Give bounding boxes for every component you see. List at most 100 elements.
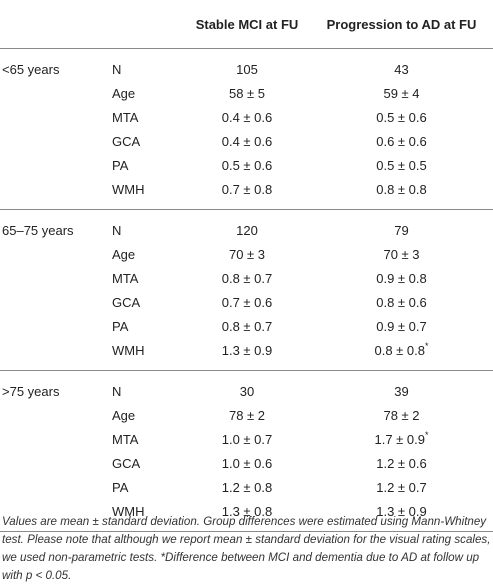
stable-mci-value: 120: [236, 222, 258, 238]
variable-label: WMH: [112, 499, 184, 532]
age-group-label: 65–75 years: [2, 222, 74, 238]
age-group-cell: [0, 403, 112, 427]
progression-ad-value: 43: [394, 61, 409, 77]
header-variable: [112, 0, 184, 49]
table-row: Age 78 ± 2 78 ± 2: [0, 403, 493, 427]
stable-mci-value: 70 ± 3: [228, 246, 266, 262]
table-row: MTA 0.8 ± 0.7 0.9 ± 0.8: [0, 266, 493, 290]
variable-label: GCA: [112, 455, 141, 471]
table-row: WMH 1.3 ± 0.8 1.3 ± 0.9: [0, 499, 493, 532]
progression-ad-cell: 1.2 ± 0.6: [310, 451, 493, 475]
stable-mci-value: 1.0 ± 0.7: [221, 431, 273, 447]
progression-ad-cell: 0.8 ± 0.8: [310, 177, 493, 210]
table-footnote: Values are mean ± standard deviation. Gr…: [2, 515, 491, 582]
variable-label: Age: [112, 85, 136, 101]
age-group-cell: [0, 427, 112, 451]
table-row: <65 years N 105 43: [0, 49, 493, 82]
table-row: Age 58 ± 5 59 ± 4: [0, 81, 493, 105]
stable-mci-value: 0.7 ± 0.8: [184, 177, 310, 210]
progression-ad-cell: 78 ± 2: [310, 403, 493, 427]
age-group-label: >75 years: [2, 383, 60, 399]
stable-mci-value: 1.3 ± 0.9: [184, 338, 310, 371]
progression-ad-value: 1.2 ± 0.7: [376, 479, 427, 495]
progression-ad-cell: 59 ± 4: [310, 81, 493, 105]
table-row: GCA 0.7 ± 0.6 0.8 ± 0.6: [0, 290, 493, 314]
variable-label: Age: [112, 407, 136, 423]
age-group-cell: [0, 81, 112, 105]
table-body: <65 years N 105 43 Age 58 ± 5 59 ± 4 MTA 0.4 ± 0…: [0, 49, 493, 532]
age-group-cell: [0, 129, 112, 153]
stable-mci-value: 105: [236, 61, 258, 77]
progression-ad-cell: 1.3 ± 0.9: [310, 499, 493, 532]
progression-ad-cell: 79: [310, 210, 493, 243]
header-progression-ad: Progression to AD at FU: [310, 0, 493, 49]
stable-mci-value: 1.3 ± 0.8: [184, 499, 310, 532]
age-group-cell: [0, 105, 112, 129]
variable-label: N: [112, 61, 122, 77]
variable-label: N: [112, 222, 122, 238]
results-table: Stable MCI at FU Progression to AD at FU…: [0, 0, 493, 532]
header-group: [0, 0, 112, 49]
stable-mci-value: 0.8 ± 0.7: [221, 270, 273, 286]
progression-ad-value: 1.3 ± 0.9: [376, 503, 427, 519]
age-group-cell: [0, 153, 112, 177]
table-row: MTA 0.4 ± 0.6 0.5 ± 0.6: [0, 105, 493, 129]
age-group-cell: [0, 266, 112, 290]
stable-mci-value: 0.8 ± 0.7: [221, 318, 273, 334]
stable-mci-value: 1.0 ± 0.6: [221, 455, 273, 471]
progression-ad-cell: 0.9 ± 0.7: [310, 314, 493, 338]
age-group-label: <65 years: [2, 61, 60, 77]
variable-label: MTA: [112, 270, 139, 286]
progression-ad-value: 0.8 ± 0.8: [376, 181, 427, 197]
stable-mci-value: 1.2 ± 0.8: [221, 479, 273, 495]
progression-ad-cell: 43: [310, 49, 493, 82]
progression-ad-value: 0.9 ± 0.7: [376, 318, 427, 334]
progression-ad-cell: 39: [310, 371, 493, 404]
table-row: >75 years N 30 39: [0, 371, 493, 404]
progression-ad-value: 39: [394, 383, 409, 399]
variable-label: MTA: [112, 431, 139, 447]
age-group-cell: [0, 338, 112, 371]
age-group-cell: [0, 290, 112, 314]
progression-ad-value: 0.6 ± 0.6: [376, 133, 427, 149]
stable-mci-value: 78 ± 2: [228, 407, 266, 423]
progression-ad-cell: 70 ± 3: [310, 242, 493, 266]
age-group-cell: [0, 499, 112, 532]
progression-ad-value: 79: [394, 222, 409, 238]
table-row: 65–75 years N 120 79: [0, 210, 493, 243]
progression-ad-value: 1.7 ± 0.9: [374, 431, 425, 447]
age-group-cell: [0, 475, 112, 499]
progression-ad-value: 0.9 ± 0.8: [376, 270, 427, 286]
age-group-cell: [0, 451, 112, 475]
variable-label: GCA: [112, 294, 141, 310]
table-row: GCA 0.4 ± 0.6 0.6 ± 0.6: [0, 129, 493, 153]
progression-ad-value: 0.8 ± 0.6: [376, 294, 427, 310]
variable-label: PA: [112, 318, 129, 334]
progression-ad-value: 78 ± 2: [383, 407, 420, 423]
progression-ad-value: 0.5 ± 0.6: [376, 109, 427, 125]
progression-ad-value: 0.5 ± 0.5: [376, 157, 427, 173]
age-group-cell: [0, 242, 112, 266]
significance-marker: *: [425, 429, 429, 440]
table-row: PA 0.8 ± 0.7 0.9 ± 0.7: [0, 314, 493, 338]
progression-ad-cell: 0.8 ± 0.8*: [310, 338, 493, 371]
age-group-cell: [0, 177, 112, 210]
significance-marker: *: [425, 340, 429, 351]
table-row: PA 1.2 ± 0.8 1.2 ± 0.7: [0, 475, 493, 499]
progression-ad-value: 1.2 ± 0.6: [376, 455, 427, 471]
variable-label: WMH: [112, 338, 184, 371]
variable-label: Age: [112, 246, 136, 262]
variable-label: GCA: [112, 133, 141, 149]
table-row: GCA 1.0 ± 0.6 1.2 ± 0.6: [0, 451, 493, 475]
progression-ad-cell: 0.5 ± 0.6: [310, 105, 493, 129]
stable-mci-value: 0.4 ± 0.6: [221, 109, 273, 125]
progression-ad-cell: 0.5 ± 0.5: [310, 153, 493, 177]
progression-ad-cell: 0.9 ± 0.8: [310, 266, 493, 290]
stable-mci-value: 30: [239, 383, 255, 399]
header-stable-mci: Stable MCI at FU: [184, 0, 310, 49]
variable-label: PA: [112, 157, 129, 173]
table-header: Stable MCI at FU Progression to AD at FU: [0, 0, 493, 49]
stable-mci-value: 0.5 ± 0.6: [221, 157, 273, 173]
progression-ad-value: 59 ± 4: [383, 85, 420, 101]
